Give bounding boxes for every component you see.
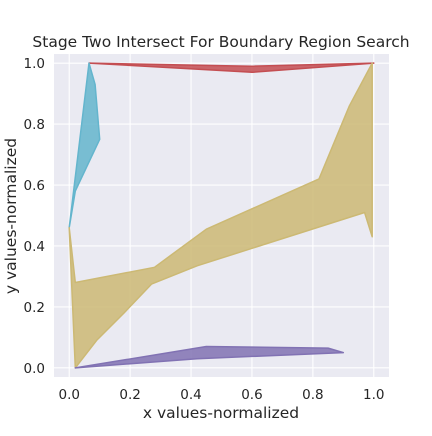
y-tick-label: 0.4 [24, 239, 45, 255]
y-axis-label: y values-normalized [2, 138, 20, 294]
x-tick-label: 0.0 [58, 387, 79, 403]
x-tick-label: 0.2 [119, 387, 140, 403]
x-tick-label: 0.8 [302, 387, 323, 403]
y-tick-label: 1.0 [24, 56, 45, 72]
y-tick-label: 0.6 [24, 178, 45, 194]
series-region-0 [88, 62, 375, 74]
series-layer [68, 62, 375, 369]
x-tick-labels: 0.0 0.2 0.4 0.6 0.8 1.0 [58, 387, 384, 403]
x-axis-label: x values-normalized [143, 404, 299, 422]
series-region-3 [74, 345, 345, 369]
x-tick-label: 0.4 [180, 387, 201, 403]
y-tick-labels: 0.0 0.2 0.4 0.6 0.8 1.0 [24, 56, 45, 377]
x-tick-label: 0.6 [241, 387, 262, 403]
chart-title: Stage Two Intersect For Boundary Region … [32, 33, 409, 51]
y-tick-label: 0.2 [24, 300, 45, 316]
series-region-1 [68, 62, 101, 229]
series-region-2 [68, 62, 373, 369]
x-tick-label: 1.0 [363, 387, 384, 403]
y-tick-label: 0.0 [24, 361, 45, 377]
y-tick-label: 0.8 [24, 117, 45, 133]
